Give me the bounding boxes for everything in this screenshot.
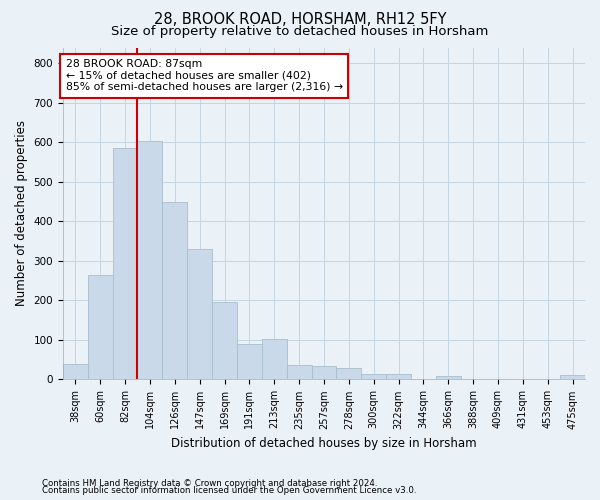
Bar bbox=[88, 274, 113, 380]
Text: Size of property relative to detached houses in Horsham: Size of property relative to detached ho… bbox=[112, 25, 488, 38]
Bar bbox=[560, 376, 585, 380]
Bar bbox=[63, 364, 88, 380]
Text: 28, BROOK ROAD, HORSHAM, RH12 5FY: 28, BROOK ROAD, HORSHAM, RH12 5FY bbox=[154, 12, 446, 28]
Text: Contains public sector information licensed under the Open Government Licence v3: Contains public sector information licen… bbox=[42, 486, 416, 495]
Bar bbox=[187, 249, 212, 380]
Bar bbox=[237, 344, 262, 380]
Text: 28 BROOK ROAD: 87sqm
← 15% of detached houses are smaller (402)
85% of semi-deta: 28 BROOK ROAD: 87sqm ← 15% of detached h… bbox=[65, 59, 343, 92]
Bar bbox=[212, 302, 237, 380]
Bar bbox=[137, 141, 163, 380]
Bar bbox=[386, 374, 411, 380]
Bar bbox=[287, 365, 311, 380]
Bar bbox=[337, 368, 361, 380]
Bar bbox=[163, 202, 187, 380]
Bar bbox=[113, 148, 137, 380]
Text: Contains HM Land Registry data © Crown copyright and database right 2024.: Contains HM Land Registry data © Crown c… bbox=[42, 478, 377, 488]
Bar bbox=[262, 339, 287, 380]
X-axis label: Distribution of detached houses by size in Horsham: Distribution of detached houses by size … bbox=[171, 437, 477, 450]
Y-axis label: Number of detached properties: Number of detached properties bbox=[15, 120, 28, 306]
Bar bbox=[311, 366, 337, 380]
Bar bbox=[361, 374, 386, 380]
Bar bbox=[436, 376, 461, 380]
